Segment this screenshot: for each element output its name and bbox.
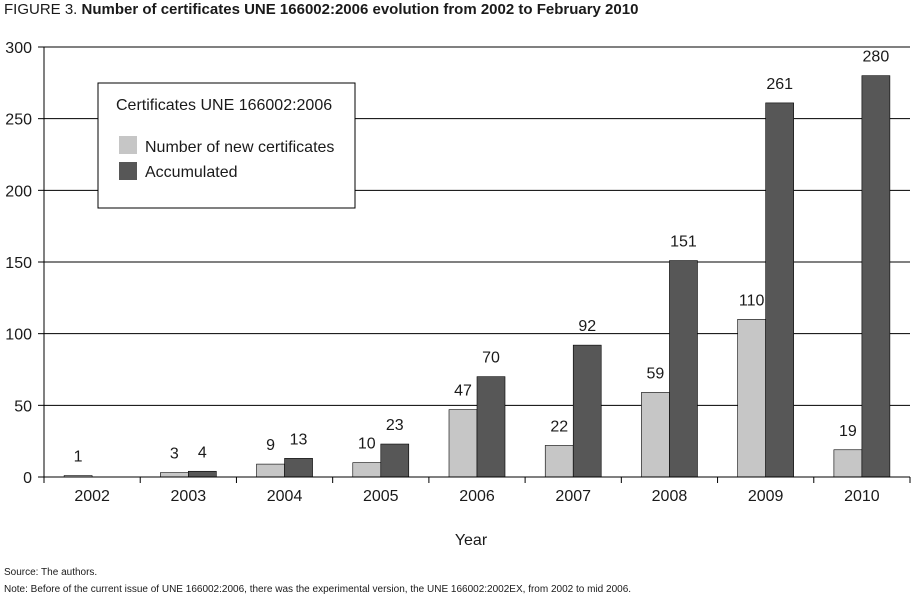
- bar-new-certificates: [448, 409, 478, 478]
- bar-accumulated: [861, 75, 891, 478]
- x-tick-label: 2003: [171, 488, 207, 505]
- x-tick-label: 2010: [844, 488, 880, 505]
- x-tick-label: 2007: [555, 488, 591, 505]
- data-label-new: 19: [839, 423, 857, 440]
- legend-label-accumulated: Accumulated: [145, 164, 238, 181]
- data-label-new: 110: [739, 292, 765, 309]
- y-tick-label: 50: [14, 398, 32, 415]
- data-label-new: 47: [454, 383, 472, 400]
- x-tick-label: 2008: [652, 488, 688, 505]
- y-tick-label: 250: [5, 112, 32, 129]
- bar-accumulated: [765, 102, 794, 478]
- x-tick-label: 2006: [459, 488, 495, 505]
- legend-box: [97, 82, 356, 209]
- data-label-accumulated: 151: [670, 234, 697, 251]
- bar-new-certificates: [737, 319, 766, 478]
- bar-accumulated: [188, 470, 217, 478]
- axes: 0 50 100 150 200 250 300 2002 2003 2004 2005 2006 20…: [5, 40, 911, 505]
- bars: [63, 75, 891, 478]
- legend-label-new: Number of new certificates: [145, 139, 334, 156]
- data-label-new: 3: [170, 446, 179, 463]
- legend: Certificates UNE 166002:2006 Number of n…: [97, 82, 356, 209]
- data-label-new: 59: [647, 365, 665, 382]
- data-label-accumulated: 13: [290, 431, 308, 448]
- y-tick-label: 300: [5, 40, 32, 57]
- legend-title: Certificates UNE 166002:2006: [116, 97, 332, 114]
- y-tick-label: 0: [23, 470, 32, 487]
- figure-heading: Number of certificates UNE 166002:2006 e…: [81, 1, 639, 18]
- footnote: Note: Before of the current issue of UNE…: [4, 584, 632, 595]
- bar-new-certificates: [641, 392, 670, 478]
- bar-new-certificates: [544, 445, 574, 478]
- bar-new-certificates: [256, 463, 285, 478]
- y-tick-label: 200: [5, 183, 32, 200]
- data-label-accumulated: 261: [766, 76, 793, 93]
- bar-accumulated: [284, 458, 313, 478]
- data-label-accumulated: 280: [863, 49, 890, 66]
- bar-accumulated: [476, 376, 506, 478]
- bar-accumulated: [669, 260, 698, 478]
- y-tick-label: 100: [5, 327, 32, 344]
- bar-accumulated: [380, 443, 410, 478]
- legend-swatch-accumulated: [119, 162, 137, 180]
- legend-swatch-new: [119, 136, 137, 154]
- x-tick-label: 2004: [267, 488, 303, 505]
- source-note: Source: The authors.: [4, 567, 98, 578]
- x-tick-label: 2005: [363, 488, 399, 505]
- data-label-new: 10: [358, 436, 376, 453]
- x-axis-title: Year: [455, 532, 488, 549]
- data-label-accumulated: 70: [482, 350, 500, 367]
- x-tick-label: 2002: [74, 488, 110, 505]
- bar-new-certificates: [833, 449, 863, 478]
- data-label-new: 22: [550, 418, 568, 435]
- data-label-new: 1: [74, 449, 83, 466]
- bar-new-certificates: [352, 462, 382, 478]
- y-tick-label: 150: [5, 255, 32, 272]
- x-tick-label: 2009: [748, 488, 784, 505]
- data-label-new: 9: [266, 437, 275, 454]
- data-label-accumulated: 23: [386, 417, 404, 434]
- figure-title: FIGURE 3. Number of certificates UNE 166…: [4, 1, 638, 18]
- figure-label: FIGURE 3.: [4, 1, 78, 18]
- bar-new-certificates: [160, 472, 189, 478]
- bar-accumulated: [572, 344, 602, 478]
- data-label-accumulated: 92: [578, 318, 596, 335]
- data-label-accumulated: 4: [198, 444, 207, 461]
